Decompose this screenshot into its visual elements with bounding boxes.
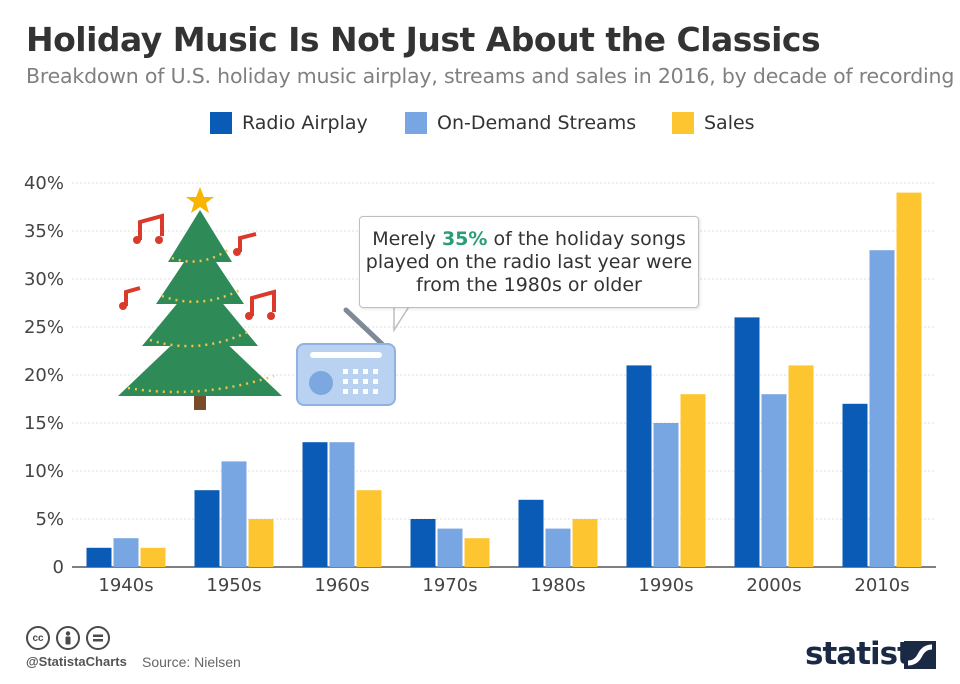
radio-icon (296, 307, 396, 406)
music-note-icon (119, 286, 141, 310)
y-tick-label: 5% (35, 509, 64, 530)
bar-sales-1970s[interactable] (464, 538, 490, 567)
twitter-handle[interactable]: @StatistaCharts (26, 654, 127, 669)
x-tick-label: 1940s (98, 575, 153, 596)
bar-on-demand-streams-1950s[interactable] (221, 461, 247, 567)
bars (86, 192, 922, 567)
bar-on-demand-streams-2000s[interactable] (761, 394, 787, 567)
x-tick-label: 1960s (314, 575, 369, 596)
bar-on-demand-streams-1940s[interactable] (113, 538, 139, 567)
bar-radio-airplay-1950s[interactable] (194, 490, 220, 567)
y-tick-label: 20% (24, 365, 64, 386)
legend-swatch-radio-airplay (210, 112, 232, 134)
legend-item-on-demand-streams: On-Demand Streams (405, 110, 636, 136)
attribution-icon (56, 626, 80, 650)
music-note-icon (133, 213, 164, 244)
bar-on-demand-streams-1970s[interactable] (437, 528, 463, 567)
y-tick-label: 10% (24, 461, 64, 482)
license-icons: cc (26, 626, 110, 650)
callout-pointer (393, 304, 412, 333)
y-tick-label: 30% (24, 269, 64, 290)
legend-label-sales: Sales (704, 112, 755, 134)
bar-sales-1950s[interactable] (248, 519, 274, 567)
bar-sales-1980s[interactable] (572, 519, 598, 567)
x-tick-label: 2000s (746, 575, 801, 596)
bar-radio-airplay-2000s[interactable] (734, 317, 760, 567)
legend-swatch-on-demand-streams (405, 112, 427, 134)
bar-on-demand-streams-1960s[interactable] (329, 442, 355, 567)
annotation-prefix: Merely (372, 227, 442, 250)
bar-radio-airplay-1940s[interactable] (86, 547, 112, 567)
y-axis-ticks: 0 5% 10% 15% 20% 25% 30% 35% 40% (24, 173, 64, 578)
bar-sales-1940s[interactable] (140, 547, 166, 567)
y-tick-label: 15% (24, 413, 64, 434)
legend-swatch-sales (672, 112, 694, 134)
chart-title: Holiday Music Is Not Just About the Clas… (26, 20, 821, 59)
no-derivatives-icon (86, 626, 110, 650)
bar-sales-1960s[interactable] (356, 490, 382, 567)
annotation-suffix: of the holiday songs played on the radio… (365, 227, 693, 296)
legend-label-radio-airplay: Radio Airplay (242, 112, 368, 134)
bar-sales-1990s[interactable] (680, 394, 706, 567)
x-tick-label: 1990s (638, 575, 693, 596)
y-tick-label: 35% (24, 221, 64, 242)
bar-radio-airplay-2010s[interactable] (842, 403, 868, 567)
y-tick-label: 25% (24, 317, 64, 338)
bar-on-demand-streams-1980s[interactable] (545, 528, 571, 567)
music-note-icon (245, 289, 276, 320)
legend-item-sales: Sales (672, 110, 755, 136)
legend-label-on-demand-streams: On-Demand Streams (437, 112, 637, 134)
x-tick-label: 1980s (530, 575, 585, 596)
chart-subtitle: Breakdown of U.S. holiday music airplay,… (26, 64, 955, 88)
bar-on-demand-streams-1990s[interactable] (653, 423, 679, 567)
christmas-tree-icon (118, 187, 282, 410)
x-tick-label: 1970s (422, 575, 477, 596)
source-note: Source: Nielsen (142, 654, 241, 670)
x-tick-label: 2010s (854, 575, 909, 596)
bar-radio-airplay-1980s[interactable] (518, 499, 544, 567)
y-tick-label: 0 (53, 557, 64, 578)
bar-radio-airplay-1960s[interactable] (302, 442, 328, 567)
legend-item-radio-airplay: Radio Airplay (210, 110, 368, 136)
bar-on-demand-streams-2010s[interactable] (869, 250, 895, 567)
annotation-highlight: 35% (441, 227, 488, 250)
x-tick-label: 1950s (206, 575, 261, 596)
legend: Radio Airplay On-Demand Streams Sales (0, 110, 960, 136)
annotation-callout: Merely 35% of the holiday songs played o… (359, 216, 699, 308)
bar-radio-airplay-1970s[interactable] (410, 519, 436, 567)
bar-sales-2000s[interactable] (788, 365, 814, 567)
y-tick-label: 40% (24, 173, 64, 194)
x-axis-ticks: 1940s 1950s 1960s 1970s 1980s 1990s 2000s 2010s (98, 575, 909, 596)
bar-radio-airplay-1990s[interactable] (626, 365, 652, 567)
music-note-icon (233, 232, 257, 256)
bar-sales-2010s[interactable] (896, 192, 922, 567)
statista-logo-mark (904, 641, 936, 669)
creative-commons-icon: cc (26, 626, 50, 650)
